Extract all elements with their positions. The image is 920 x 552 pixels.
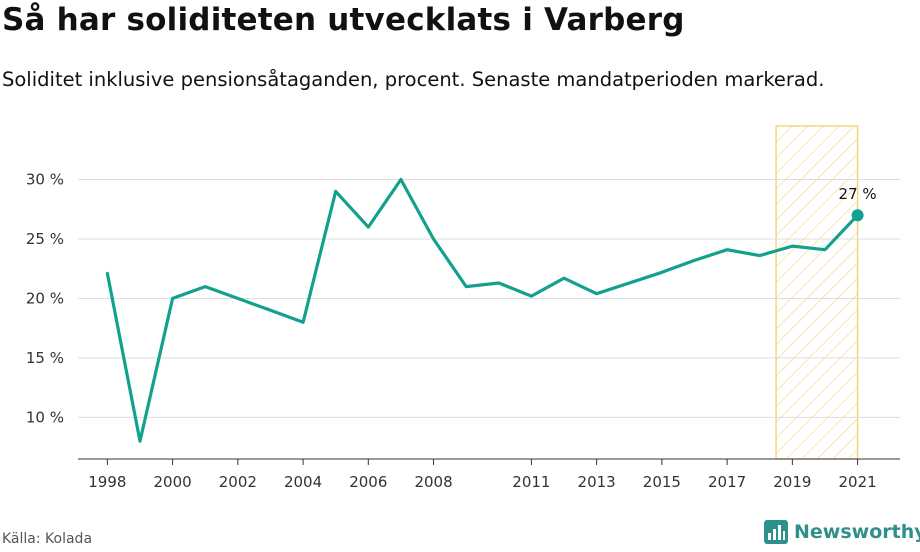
y-tick-label: 25 % — [26, 230, 64, 248]
y-tick-label: 10 % — [26, 408, 64, 426]
brand-logo[interactable]: Newsworthy — [764, 520, 920, 544]
chart-title: Så har soliditeten utvecklats i Varberg — [2, 2, 685, 38]
x-tick-label: 2013 — [578, 473, 616, 491]
x-tick-label: 2019 — [773, 473, 811, 491]
x-tick-label: 2017 — [708, 473, 746, 491]
x-tick-label: 2011 — [512, 473, 550, 491]
x-tick-label: 1998 — [88, 473, 126, 491]
series-line — [105, 177, 860, 443]
x-tick-label: 2002 — [219, 473, 257, 491]
x-tick-label: 2004 — [284, 473, 322, 491]
brand-name: Newsworthy — [794, 521, 920, 543]
chart-subtitle: Soliditet inklusive pensionsåtaganden, p… — [2, 68, 825, 91]
x-tick-label: 2015 — [643, 473, 681, 491]
end-point-marker — [851, 209, 864, 222]
highlight-period — [775, 125, 859, 460]
x-tick-label: 2008 — [414, 473, 452, 491]
x-tick-label: 2000 — [154, 473, 192, 491]
y-tick-label: 20 % — [26, 289, 64, 307]
source-note: Källa: Kolada — [2, 531, 93, 547]
newsworthy-logo-icon — [764, 520, 788, 544]
end-value-label: 27 % — [839, 185, 877, 203]
y-tick-label: 30 % — [26, 171, 64, 189]
x-tick-label: 2006 — [349, 473, 387, 491]
y-tick-label: 15 % — [26, 349, 64, 367]
x-tick-label: 2021 — [839, 473, 877, 491]
